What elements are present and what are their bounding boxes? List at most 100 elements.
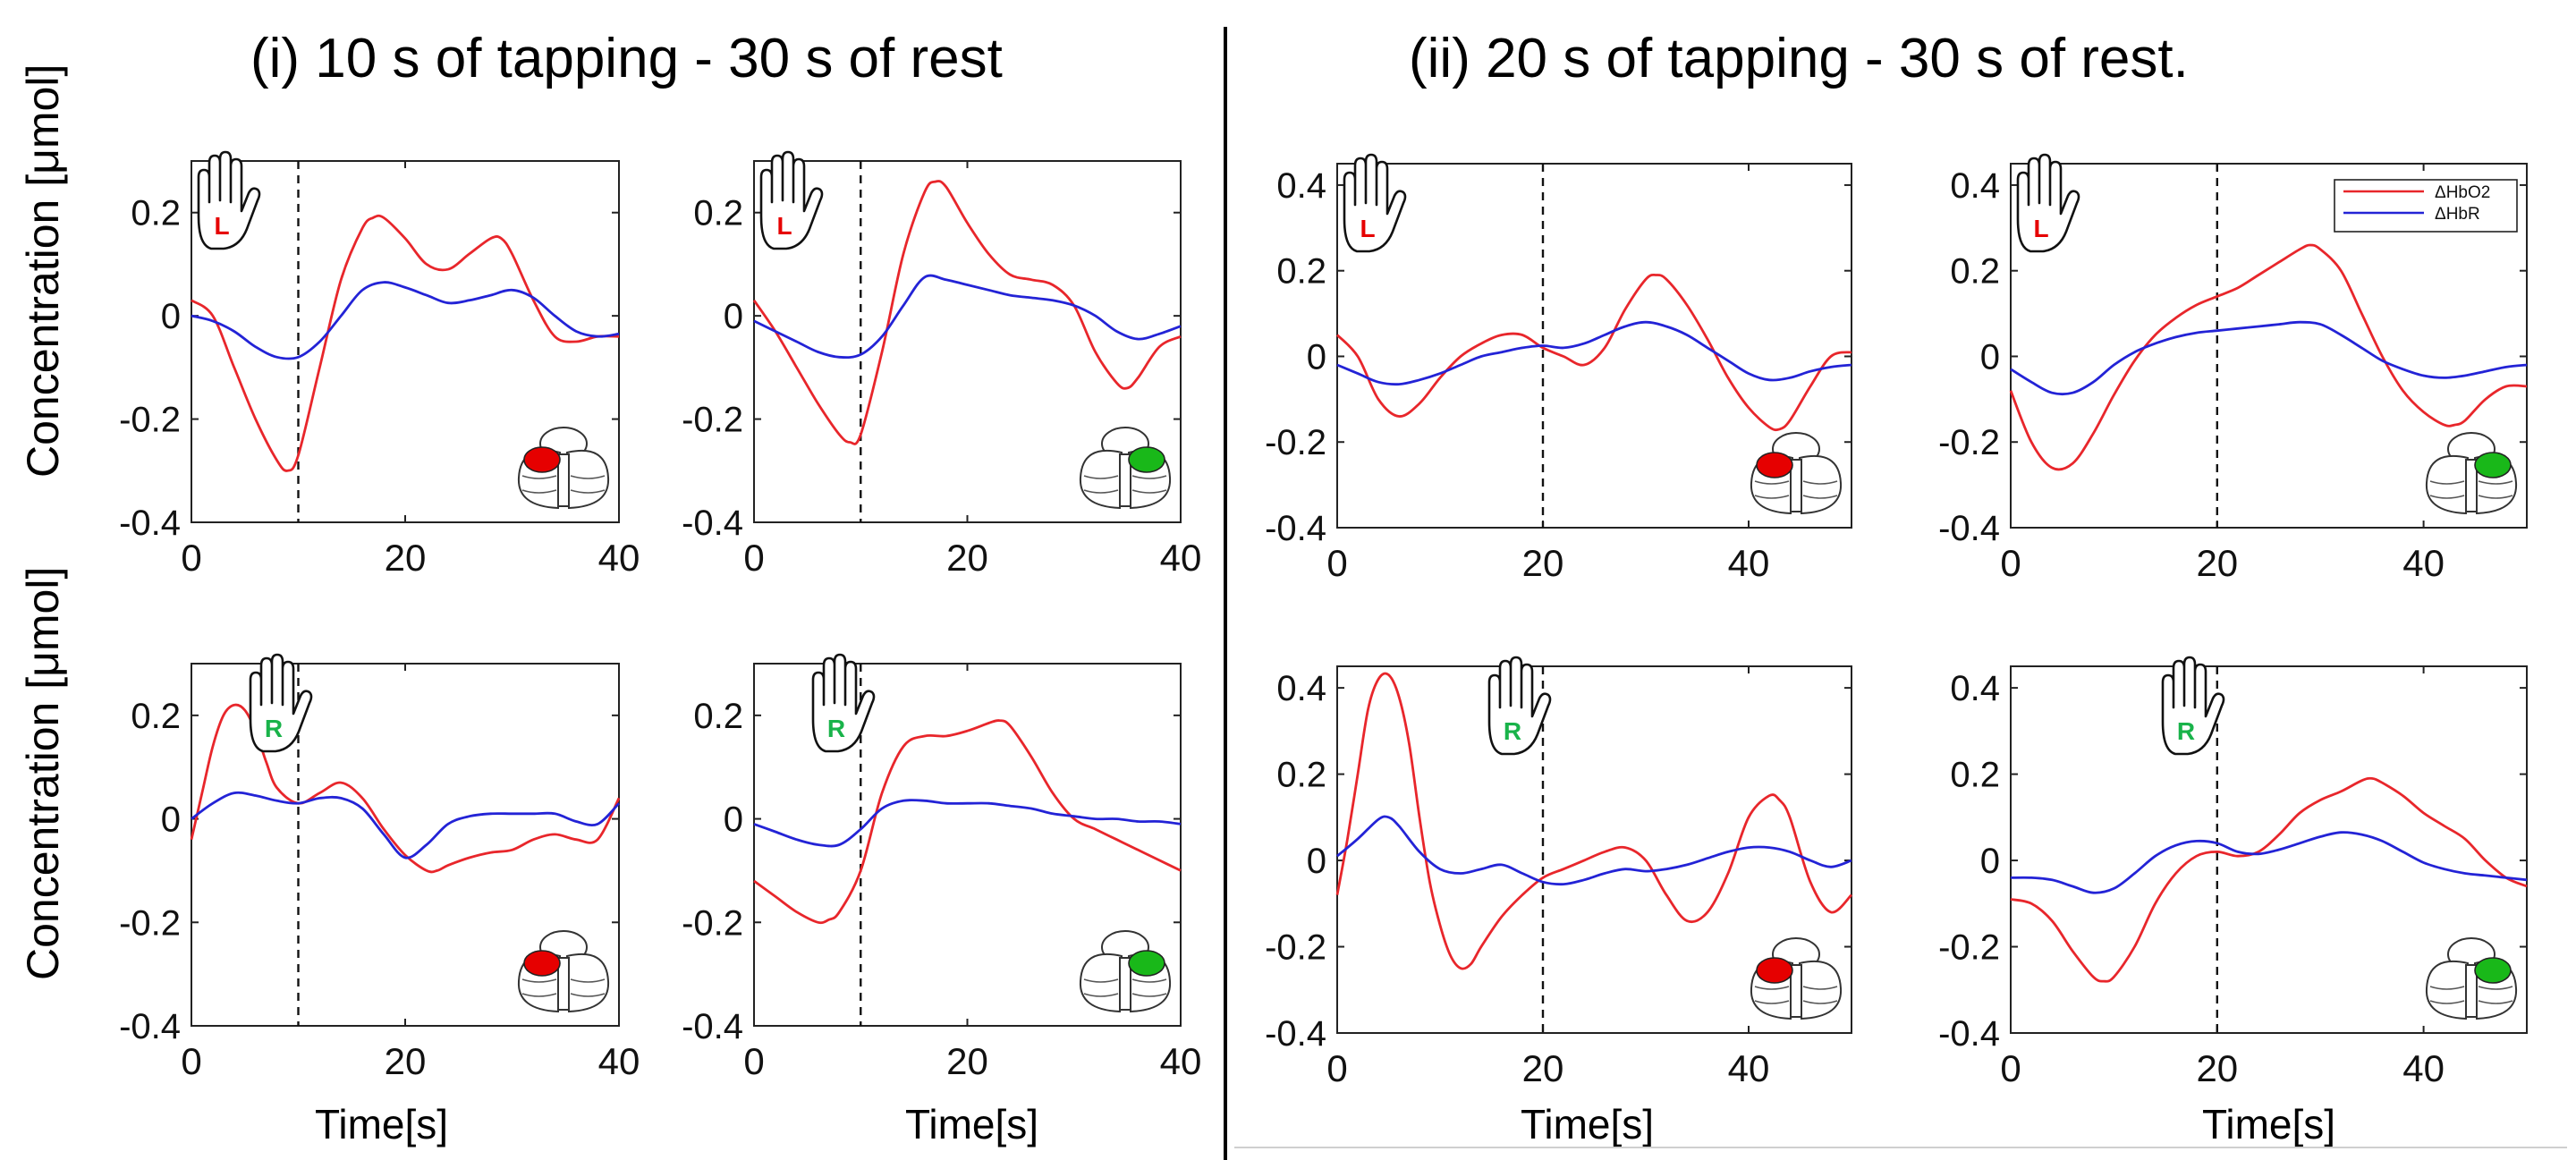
brain-folds — [1083, 475, 1167, 494]
panel-ii-top-right: 0 20 40 -0.4 -0.2 0 0.2 0.4 L ΔHbO2 ΔHbR — [1938, 153, 2528, 584]
y-tick-label: -0.2 — [119, 401, 181, 440]
series-line-hbr — [1336, 815, 1852, 886]
series-line-hbo2 — [191, 214, 620, 472]
hand-outline — [811, 653, 876, 753]
y-tick-label: 0.4 — [1950, 669, 2000, 708]
brain-highlight — [2474, 957, 2512, 984]
hand-outline — [759, 150, 824, 250]
brain-highlight — [523, 446, 561, 473]
brain-folds — [2429, 480, 2513, 499]
y-tick-label: -0.2 — [682, 401, 743, 440]
y-tick-label: -0.4 — [119, 504, 181, 543]
hand-outline — [249, 653, 313, 753]
x-tick-label: 40 — [1160, 1040, 1202, 1082]
y-tick-label: 0.2 — [131, 194, 181, 233]
y-tick-label: -0.2 — [119, 903, 181, 943]
brain-icon — [1750, 937, 1843, 1020]
y-tick-label: 0.2 — [1950, 756, 2000, 795]
hand-outline — [1487, 656, 1552, 756]
hand-outline — [2016, 153, 2080, 253]
x-tick-label: 40 — [598, 537, 640, 579]
brain-stem — [2465, 964, 2478, 1018]
hand-icon: R — [811, 653, 876, 753]
series-line-hbr — [191, 281, 620, 360]
y-tick-label: -0.2 — [682, 903, 743, 943]
x-tick-label: 40 — [2402, 1047, 2445, 1089]
legend-entry: ΔHbR — [2435, 205, 2480, 224]
series-line-hbr — [191, 791, 621, 859]
hand-icon: R — [2161, 656, 2225, 756]
brain-hemisphere-left — [2425, 960, 2470, 1020]
hand-letter: L — [214, 212, 229, 240]
brain-icon — [1079, 930, 1172, 1013]
x-tick-label: 0 — [743, 1040, 764, 1082]
series-line-hbo2 — [190, 703, 621, 874]
hand-icon: L — [759, 150, 824, 250]
brain-highlight — [2474, 452, 2512, 478]
y-tick-label: 0.2 — [693, 697, 743, 736]
y-tick-label: 0.4 — [1276, 669, 1326, 708]
hand-outline — [1343, 153, 1407, 253]
x-axis-label-2: Time[s] — [905, 1101, 1039, 1147]
hand-outline — [197, 150, 261, 250]
y-tick-label: 0.2 — [1276, 756, 1326, 795]
y-tick-label: 0.4 — [1276, 166, 1326, 206]
panel-i-top-right: 0 20 40 -0.4 -0.2 0 0.2 L — [682, 150, 1201, 579]
x-tick-label: 20 — [946, 537, 988, 579]
hand-icon: L — [197, 150, 261, 250]
bottom-rule — [1234, 1147, 2567, 1148]
right-section-title: (ii) 20 s of tapping - 30 s of rest. — [1409, 28, 2189, 89]
panel-i-top-left: 0 20 40 -0.4 -0.2 0 0.2 L — [119, 150, 640, 579]
brain-highlight — [1128, 950, 1165, 977]
y-tick-label: -0.4 — [1938, 1014, 2000, 1054]
x-tick-label: 0 — [743, 537, 764, 579]
hand-letter: L — [776, 212, 792, 240]
brain-hemisphere-right — [1798, 960, 1843, 1020]
brain-hemisphere-right — [565, 449, 610, 510]
brain-icon — [517, 930, 610, 1013]
x-tick-label: 20 — [2196, 1047, 2238, 1089]
x-axis-label-1: Time[s] — [315, 1101, 449, 1147]
brain-hemisphere-left — [2425, 454, 2470, 515]
y-tick-label: -0.2 — [1265, 928, 1326, 968]
series-line-hbr — [2010, 320, 2528, 396]
y-tick-label: -0.4 — [119, 1007, 181, 1046]
brain-icon — [1750, 432, 1843, 515]
x-tick-label: 40 — [598, 1040, 640, 1082]
series-line-hbr — [1336, 320, 1852, 386]
brain-folds — [2429, 986, 2513, 1004]
brain-highlight — [523, 950, 561, 977]
x-tick-label: 0 — [181, 537, 201, 579]
y-tick-label: 0.2 — [1276, 252, 1326, 292]
brain-folds — [1754, 480, 1838, 499]
legend-entry: ΔHbO2 — [2435, 183, 2490, 202]
x-tick-label: 20 — [385, 537, 427, 579]
x-tick-label: 40 — [1728, 1047, 1770, 1089]
panel-ii-bottom-left: 0 20 40 -0.4 -0.2 0 0.2 0.4 R — [1265, 656, 1853, 1089]
y-tick-label: -0.4 — [1265, 1014, 1326, 1054]
y-tick-label: 0.2 — [131, 697, 181, 736]
y-tick-label: -0.2 — [1265, 423, 1326, 462]
y-tick-label: 0 — [724, 800, 743, 840]
legend-box — [2334, 179, 2518, 233]
series-line-hbr — [2010, 831, 2528, 894]
y-tick-label: 0 — [1307, 842, 1326, 881]
y-tick-label: 0.4 — [1950, 166, 2000, 206]
y-tick-label: 0 — [724, 297, 743, 336]
hand-icon: L — [1343, 153, 1407, 253]
section-divider — [1224, 27, 1227, 1160]
y-tick-label: -0.2 — [1938, 423, 2000, 462]
brain-stem — [1119, 453, 1131, 507]
series-line-hbo2 — [752, 180, 1182, 445]
y-tick-label: 0 — [1307, 337, 1326, 377]
y-tick-label: 0.2 — [1950, 252, 2000, 292]
hand-letter: L — [1360, 215, 1375, 242]
series-line-hbo2 — [753, 719, 1182, 925]
panel-ii-top-left: 0 20 40 -0.4 -0.2 0 0.2 0.4 L — [1265, 153, 1852, 584]
series-line-hbo2 — [1335, 672, 1853, 970]
brain-icon — [2425, 432, 2518, 515]
y-tick-label: 0.2 — [693, 194, 743, 233]
brain-stem — [557, 957, 570, 1011]
